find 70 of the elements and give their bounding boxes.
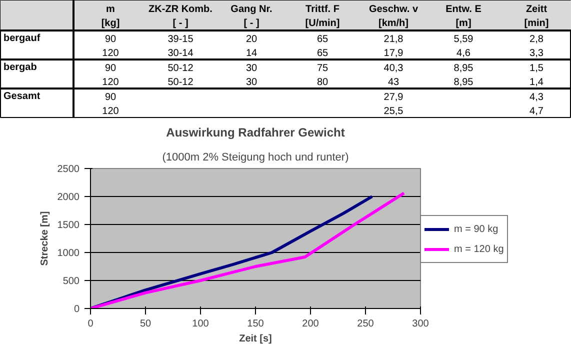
text: 90 xyxy=(104,34,116,45)
text: bergab xyxy=(4,62,37,73)
text: Trittf. F xyxy=(306,4,340,15)
text: [U/min] xyxy=(305,18,340,29)
text: 80 xyxy=(316,77,328,88)
text: 4,7 xyxy=(530,106,544,117)
text: 30 xyxy=(246,63,258,74)
text: 65 xyxy=(316,34,328,45)
text: m xyxy=(106,4,116,15)
text: 65 xyxy=(316,48,328,59)
text: ZK-ZR Komb. xyxy=(148,4,213,15)
y-tick-label: 500 xyxy=(62,276,80,287)
text: 120 xyxy=(102,48,120,59)
text: 75 xyxy=(316,63,328,74)
text: 1,4 xyxy=(530,77,544,88)
y-tick-label: 2500 xyxy=(57,164,80,175)
text: 90 xyxy=(104,92,116,103)
text: 90 xyxy=(104,63,116,74)
text: 120 xyxy=(102,77,120,88)
text: 1,5 xyxy=(530,63,544,74)
chart-title: Auswirkung Radfahrer Gewicht xyxy=(166,126,345,140)
text: 39-15 xyxy=(168,34,194,45)
y-tick-label: 1000 xyxy=(57,248,80,259)
text: 8,95 xyxy=(454,77,474,88)
text: Geschw. v xyxy=(368,4,418,15)
text: 8,95 xyxy=(454,63,474,74)
text: 17,9 xyxy=(384,48,404,59)
legend-label: m = 120 kg xyxy=(454,244,504,254)
text: [km/h] xyxy=(378,18,408,29)
y-axis-title: Strecke [m] xyxy=(39,211,50,266)
text: 30-14 xyxy=(168,48,194,59)
text: 3,3 xyxy=(530,48,544,59)
x-tick-label: 150 xyxy=(247,318,264,330)
text: 4,6 xyxy=(456,48,471,59)
x-tick-label: 50 xyxy=(140,318,152,330)
x-tick-label: 200 xyxy=(302,318,320,330)
text: Zeitt xyxy=(526,4,548,15)
text: 5,59 xyxy=(454,34,474,45)
text: Gesamt xyxy=(4,91,41,102)
y-tick-label: 1500 xyxy=(57,220,80,231)
text: 30 xyxy=(246,77,258,88)
text: Entw. E xyxy=(446,4,482,15)
text: 2,8 xyxy=(530,34,544,45)
text: [ - ] xyxy=(172,18,188,29)
text: 25,5 xyxy=(384,106,404,117)
x-axis-title: Zeit [s] xyxy=(239,334,272,344)
x-tick-label: 100 xyxy=(192,318,210,330)
text: Gang Nr. xyxy=(230,4,273,15)
text: 14 xyxy=(246,48,258,59)
x-tick-label: 0 xyxy=(88,318,94,330)
text: 21,8 xyxy=(384,34,404,45)
text: 43 xyxy=(388,77,400,88)
text: 50-12 xyxy=(168,77,194,88)
text: [min] xyxy=(524,18,549,29)
x-tick-label: 300 xyxy=(412,318,430,330)
text: 4,3 xyxy=(530,92,544,103)
y-tick-label: 2000 xyxy=(57,192,80,203)
legend-label: m = 90 kg xyxy=(454,224,498,234)
text: 120 xyxy=(102,106,120,117)
text: [kg] xyxy=(101,18,120,29)
text: 50-12 xyxy=(168,63,194,74)
chart-subtitle: (1000m 2% Steigung hoch und runter) xyxy=(162,152,349,164)
text: 27,9 xyxy=(384,92,404,103)
text: [ - ] xyxy=(244,18,260,29)
y-tick-label: 0 xyxy=(74,304,80,315)
text: bergauf xyxy=(4,33,41,44)
text: 40,3 xyxy=(384,63,404,74)
x-tick-label: 250 xyxy=(357,318,374,330)
text: [m] xyxy=(456,18,472,29)
text: 20 xyxy=(246,34,258,45)
